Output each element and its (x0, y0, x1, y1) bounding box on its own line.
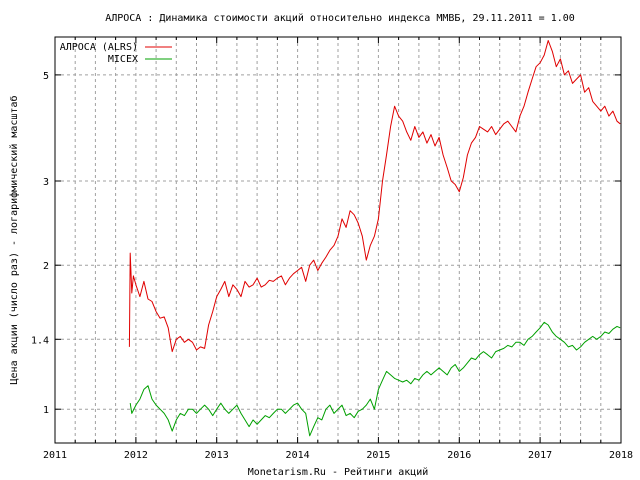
axis-ticks (54, 37, 622, 443)
x-tick-label: 2018 (609, 450, 633, 461)
x-tick-label: 2017 (528, 450, 552, 461)
y-tick-label: 1.4 (31, 335, 49, 346)
series-line-1 (129, 321, 621, 437)
x-tick-label: 2012 (124, 450, 148, 461)
legend-label: MICEX (108, 54, 138, 65)
series-line-0 (128, 40, 621, 353)
y-tick-label: 5 (43, 71, 49, 82)
x-tick-label: 2016 (447, 450, 471, 461)
x-tick-label: 2014 (286, 450, 310, 461)
x-tick-label: 2015 (366, 450, 390, 461)
x-tick-labels: 2011 2012 2013 2014 2015 2016 2017 2018 (43, 450, 633, 461)
grid-lines (55, 37, 621, 443)
y-tick-label: 2 (43, 261, 49, 272)
legend: АЛРОСА (ALRS)MICEX (60, 42, 172, 65)
y-tick-labels: 1 1.4 2 3 5 (31, 71, 49, 416)
y-tick-label: 3 (43, 177, 49, 188)
x-tick-label: 2013 (205, 450, 229, 461)
y-axis-label: Цена акции (число раз) - логарифмический… (8, 96, 20, 385)
series-layer (128, 40, 621, 437)
x-axis-label: Monetarism.Ru - Рейтинги акций (248, 466, 429, 478)
chart-title: АЛРОСА : Динамика стоимости акций относи… (105, 12, 575, 24)
x-tick-label: 2011 (43, 450, 67, 461)
legend-label: АЛРОСА (ALRS) (60, 42, 138, 53)
y-tick-label: 1 (43, 405, 49, 416)
